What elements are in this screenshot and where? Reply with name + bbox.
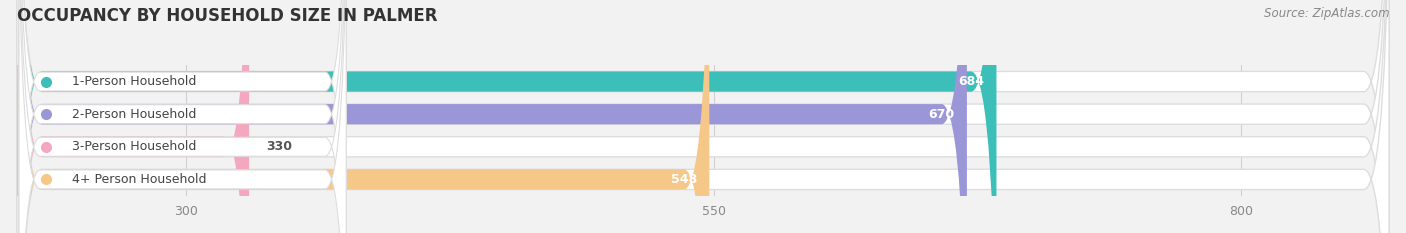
Text: Source: ZipAtlas.com: Source: ZipAtlas.com: [1264, 7, 1389, 20]
FancyBboxPatch shape: [17, 0, 1389, 233]
Text: 684: 684: [957, 75, 984, 88]
FancyBboxPatch shape: [20, 0, 346, 233]
FancyBboxPatch shape: [20, 0, 346, 233]
FancyBboxPatch shape: [20, 0, 346, 233]
FancyBboxPatch shape: [17, 0, 249, 233]
FancyBboxPatch shape: [17, 0, 1389, 233]
FancyBboxPatch shape: [17, 0, 967, 233]
Text: 330: 330: [266, 140, 292, 153]
Text: OCCUPANCY BY HOUSEHOLD SIZE IN PALMER: OCCUPANCY BY HOUSEHOLD SIZE IN PALMER: [17, 7, 437, 25]
Text: 2-Person Household: 2-Person Household: [72, 108, 197, 121]
Text: 1-Person Household: 1-Person Household: [72, 75, 197, 88]
Text: 548: 548: [671, 173, 696, 186]
FancyBboxPatch shape: [17, 0, 1389, 233]
Text: 670: 670: [928, 108, 955, 121]
FancyBboxPatch shape: [17, 0, 997, 233]
FancyBboxPatch shape: [20, 0, 346, 233]
Text: 3-Person Household: 3-Person Household: [72, 140, 197, 153]
FancyBboxPatch shape: [17, 0, 710, 233]
FancyBboxPatch shape: [17, 0, 1389, 233]
Text: 4+ Person Household: 4+ Person Household: [72, 173, 207, 186]
